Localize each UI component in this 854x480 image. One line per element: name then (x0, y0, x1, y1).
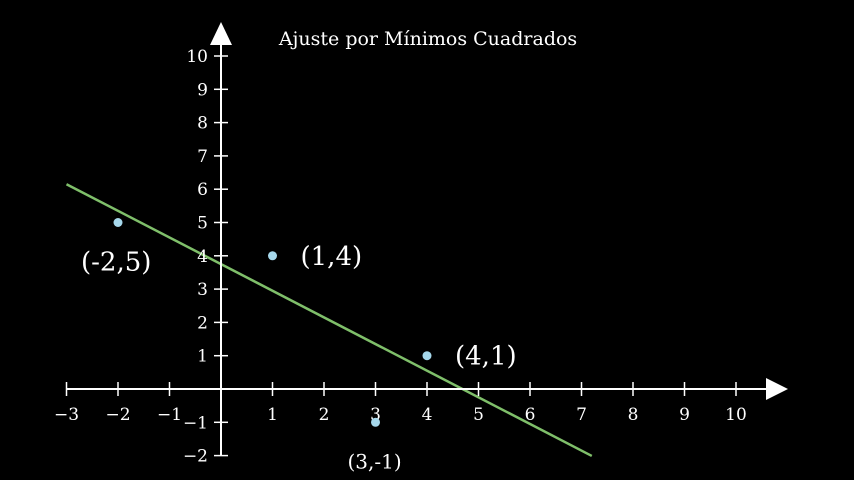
chart-title: Ajuste por Mínimos Cuadrados (278, 28, 577, 50)
y-tick-label: 8 (197, 114, 208, 134)
y-tick-label: −2 (183, 447, 208, 467)
x-tick-label: −1 (157, 405, 182, 425)
x-tick-label: 5 (473, 405, 484, 425)
data-point (371, 417, 380, 427)
fit-line (65, 183, 593, 458)
y-tick-label: 10 (186, 47, 208, 67)
y-tick-label: −1 (183, 413, 208, 433)
y-tick-label: 2 (197, 313, 208, 333)
axes-layer (66, 22, 788, 456)
x-tick-label: 7 (576, 405, 587, 425)
y-tick-label: 3 (197, 280, 208, 300)
y-tick-label: 5 (197, 214, 208, 234)
y-tick-label: 6 (197, 180, 208, 200)
x-tick-label: 3 (370, 405, 381, 425)
point-label: (-2,5) (81, 248, 151, 278)
y-tick-label: 1 (197, 347, 208, 367)
points-layer: (-2,5) (1,4) (4,1) (3,-1) (81, 218, 517, 473)
y-tick-label: 9 (197, 80, 208, 100)
fit-line-layer (65, 183, 593, 458)
x-tick-label: 2 (319, 405, 330, 425)
data-point (268, 251, 277, 261)
x-tick-label: 1 (267, 405, 278, 425)
data-point (422, 351, 432, 361)
data-point (113, 218, 123, 227)
y-axis-arrow (210, 22, 232, 45)
x-tick-label: 4 (422, 405, 433, 425)
y-tick-label: 4 (197, 247, 208, 267)
x-tick-label: 6 (525, 405, 536, 425)
x-tick-label: 10 (725, 405, 747, 425)
x-tick-label: −3 (54, 405, 79, 425)
x-tick-label: 9 (679, 405, 690, 425)
point-label: (3,-1) (348, 449, 402, 473)
x-tick-label: 8 (628, 405, 639, 425)
y-tick-label: 7 (197, 147, 208, 167)
ticks-layer: −3 −2 −1 1 2 3 4 5 6 7 8 9 10 −2 −1 1 2 3 4 5 6 7 8 9 10 (54, 47, 747, 467)
point-label: (4,1) (455, 342, 517, 372)
point-label: (1,4) (301, 242, 363, 272)
x-tick-label: −2 (105, 405, 130, 425)
x-axis-arrow (766, 378, 788, 400)
